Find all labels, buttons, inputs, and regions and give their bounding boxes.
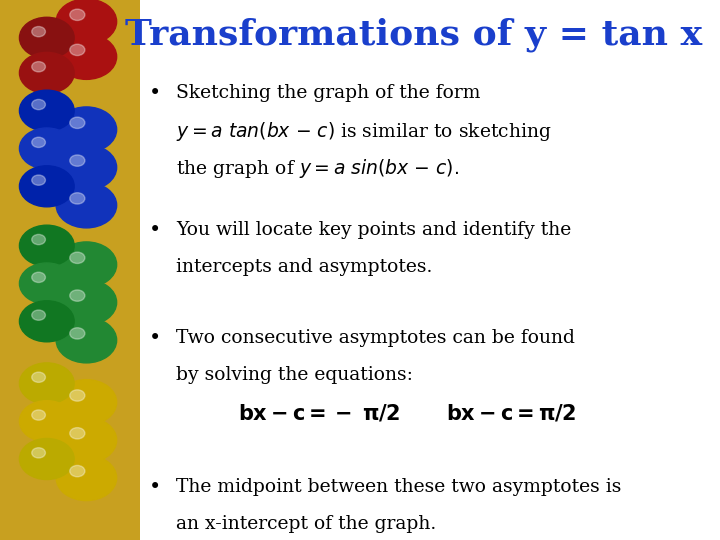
Circle shape — [19, 166, 74, 207]
Text: •: • — [148, 478, 161, 497]
Circle shape — [70, 44, 85, 56]
Circle shape — [32, 448, 45, 458]
Circle shape — [70, 328, 85, 339]
Text: the graph of $\mathit{y} = \mathit{a}$ $\mathit{sin(bx}$ $-$ $\mathit{c)}.$: the graph of $\mathit{y} = \mathit{a}$ $… — [176, 157, 459, 180]
Circle shape — [70, 290, 85, 301]
Circle shape — [70, 155, 85, 166]
Circle shape — [56, 107, 117, 152]
FancyBboxPatch shape — [0, 0, 140, 540]
Circle shape — [32, 310, 45, 320]
Text: •: • — [148, 84, 161, 103]
Circle shape — [32, 99, 45, 110]
Circle shape — [19, 301, 74, 342]
Text: intercepts and asymptotes.: intercepts and asymptotes. — [176, 258, 433, 276]
Circle shape — [19, 438, 74, 480]
Circle shape — [56, 455, 117, 501]
Text: $\mathit{y} = \mathit{a}$ $\mathit{tan(bx}$ $-$ $\mathit{c)}$ is similar to sket: $\mathit{y} = \mathit{a}$ $\mathit{tan(b… — [176, 120, 552, 144]
Circle shape — [56, 0, 117, 44]
Circle shape — [70, 9, 85, 21]
Circle shape — [56, 280, 117, 325]
Circle shape — [32, 26, 45, 37]
Text: an x-intercept of the graph.: an x-intercept of the graph. — [176, 515, 436, 532]
Circle shape — [70, 428, 85, 439]
Text: Two consecutive asymptotes can be found: Two consecutive asymptotes can be found — [176, 329, 575, 347]
Circle shape — [70, 193, 85, 204]
Circle shape — [19, 225, 74, 266]
Circle shape — [56, 318, 117, 363]
Circle shape — [32, 372, 45, 382]
Circle shape — [19, 128, 74, 169]
Text: Transformations of y = tan x: Transformations of y = tan x — [125, 17, 703, 52]
Circle shape — [70, 117, 85, 129]
Circle shape — [19, 363, 74, 404]
Circle shape — [56, 380, 117, 425]
Circle shape — [56, 34, 117, 79]
Circle shape — [19, 52, 74, 93]
Text: Sketching the graph of the form: Sketching the graph of the form — [176, 84, 481, 102]
Circle shape — [70, 252, 85, 264]
Circle shape — [56, 417, 117, 463]
Circle shape — [32, 234, 45, 245]
Text: $\mathbf{bx - c = -\ \pi/2}$: $\mathbf{bx - c = -\ \pi/2}$ — [238, 402, 400, 423]
Circle shape — [32, 137, 45, 147]
Circle shape — [56, 183, 117, 228]
Text: by solving the equations:: by solving the equations: — [176, 366, 413, 384]
Text: The midpoint between these two asymptotes is: The midpoint between these two asymptote… — [176, 478, 622, 496]
Circle shape — [19, 90, 74, 131]
Circle shape — [70, 390, 85, 401]
Circle shape — [32, 62, 45, 72]
Circle shape — [32, 175, 45, 185]
Circle shape — [19, 401, 74, 442]
Text: $\mathbf{bx - c = \pi/2}$: $\mathbf{bx - c = \pi/2}$ — [446, 402, 577, 423]
Text: •: • — [148, 329, 161, 348]
Circle shape — [19, 17, 74, 58]
Text: •: • — [148, 221, 161, 240]
Circle shape — [19, 263, 74, 304]
Circle shape — [32, 272, 45, 282]
Circle shape — [56, 242, 117, 287]
Circle shape — [56, 145, 117, 190]
Circle shape — [32, 410, 45, 420]
Text: You will locate key points and identify the: You will locate key points and identify … — [176, 221, 572, 239]
Circle shape — [70, 465, 85, 477]
